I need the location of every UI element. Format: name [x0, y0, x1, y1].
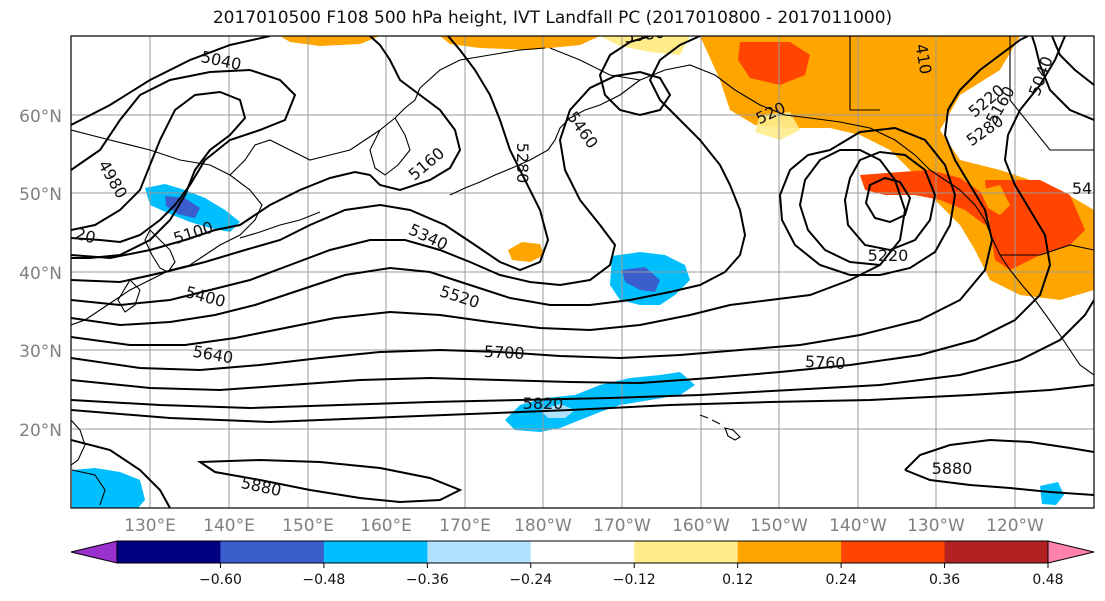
latitude-labels: 20°N 30°N 40°N 50°N 60°N	[19, 107, 62, 441]
colorbar-segment	[220, 541, 325, 563]
height-contours	[71, 36, 1094, 508]
contour-label: 5580	[623, 22, 666, 46]
ivt-shading	[72, 36, 1094, 508]
contour-label: 5220	[868, 246, 909, 265]
contour-label: 5760	[804, 352, 846, 373]
colorbar-tick-label: 0.24	[826, 572, 857, 588]
lon-label: 120°W	[986, 516, 1044, 536]
contour-label: 54	[1072, 179, 1092, 198]
longitude-labels: 130°E 140°E 150°E 160°E 170°E 180°W 170°…	[124, 516, 1044, 536]
colorbar-extend-high	[1047, 540, 1095, 564]
map-title: 2017010500 F108 500 hPa height, IVT Land…	[212, 8, 893, 28]
colorbar-tick-label: −0.48	[302, 572, 345, 588]
colorbar-segment	[427, 541, 532, 563]
lon-label: 140°E	[203, 516, 255, 536]
lon-label: 170°W	[593, 516, 651, 536]
lat-label: 60°N	[19, 107, 62, 127]
colorbar-outline	[116, 540, 1049, 564]
graticule	[71, 36, 1094, 508]
colorbar-segment	[944, 541, 1049, 563]
lat-label: 40°N	[19, 264, 62, 284]
lon-label: 180°W	[514, 516, 572, 536]
colorbar-segment	[841, 541, 946, 563]
lon-label: 140°W	[829, 516, 887, 536]
contour-label: 5880	[932, 459, 973, 478]
colorbar-tick-label: −0.36	[406, 572, 449, 588]
map-frame	[70, 35, 1095, 509]
contour-label: 5820	[523, 394, 564, 413]
colorbar: −0.60 −0.48 −0.36 −0.24 −0.12 0.12 0.24 0.36 0.4…	[70, 540, 1095, 588]
colorbar-tick-label: 0.12	[722, 572, 753, 588]
colorbar-segment	[323, 541, 428, 563]
colorbar-tick-label: −0.12	[613, 572, 656, 588]
lat-label: 30°N	[19, 342, 62, 362]
colorbar-segment	[737, 541, 842, 563]
lon-label: 130°W	[907, 516, 965, 536]
colorbar-segment	[530, 541, 635, 563]
lon-label: 150°E	[282, 516, 334, 536]
colorbar-tick-label: 0.36	[929, 572, 960, 588]
lon-label: 160°E	[360, 516, 412, 536]
colorbar-extend-low	[70, 540, 118, 564]
colorbar-segment	[117, 541, 221, 563]
lon-label: 130°E	[124, 516, 176, 536]
lon-label: 160°W	[672, 516, 730, 536]
lat-label: 50°N	[19, 185, 62, 205]
lon-label: 170°E	[439, 516, 491, 536]
contour-label: 20	[73, 224, 98, 248]
colorbar-tick-label: 0.48	[1032, 572, 1063, 588]
colorbar-tick-label: −0.60	[199, 572, 242, 588]
contour-label: 5700	[483, 342, 525, 363]
colorbar-segment	[634, 541, 739, 563]
contour-label: 5280	[513, 143, 532, 184]
lat-label: 20°N	[19, 421, 62, 441]
lon-label: 150°W	[750, 516, 808, 536]
coastlines	[71, 36, 1094, 506]
colorbar-tick-label: −0.24	[509, 572, 552, 588]
